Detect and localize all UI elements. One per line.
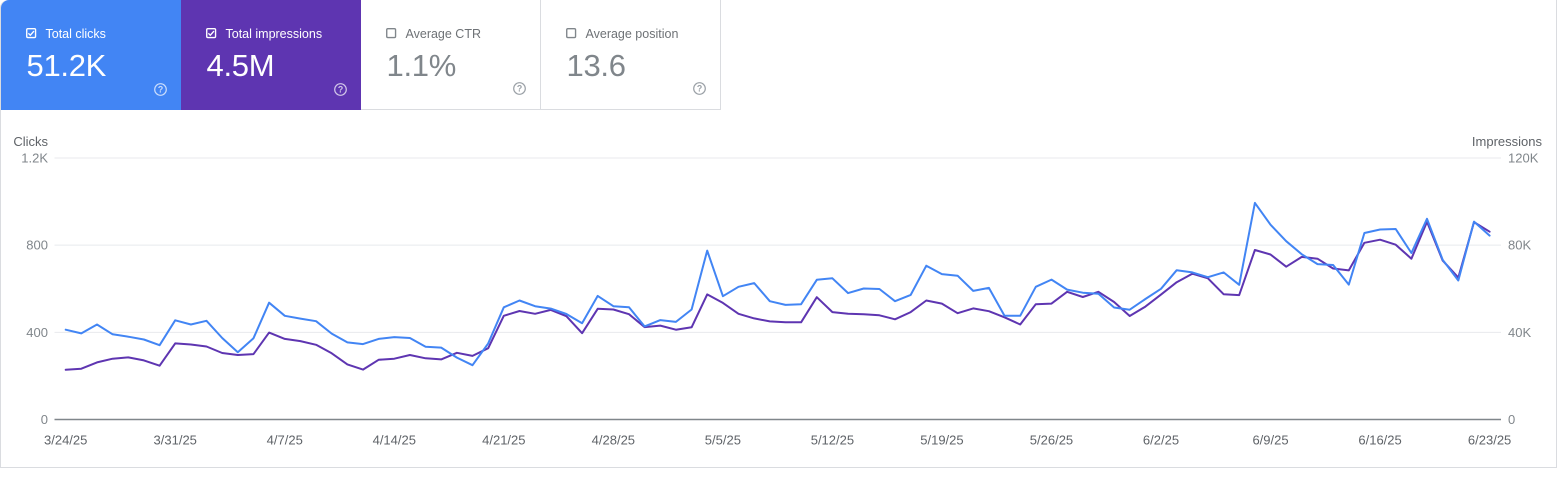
svg-text:4/14/25: 4/14/25 bbox=[373, 433, 416, 448]
average-position-help-icon[interactable]: ? bbox=[693, 82, 706, 95]
total-clicks-help-icon[interactable]: ? bbox=[154, 83, 167, 96]
svg-text:4/7/25: 4/7/25 bbox=[267, 433, 303, 448]
average-position-value: 13.6 bbox=[566, 48, 626, 83]
average-position-card[interactable]: Average position 13.6 ? bbox=[541, 0, 721, 110]
svg-text:120K: 120K bbox=[1508, 151, 1539, 166]
svg-text:?: ? bbox=[697, 84, 702, 94]
svg-text:80K: 80K bbox=[1508, 238, 1531, 253]
svg-text:1.2K: 1.2K bbox=[21, 151, 48, 166]
svg-text:800: 800 bbox=[26, 238, 48, 253]
average-position-checkbox[interactable] bbox=[566, 27, 578, 40]
average-ctr-card[interactable]: Average CTR 1.1% ? bbox=[361, 0, 541, 110]
time-series-chart[interactable]: Clicks 1.2K 800 400 0 Impressions 120K 80K 40K 0 3… bbox=[1, 110, 1557, 474]
metric-cards-row: Total clicks 51.2K ? Total impressions 4… bbox=[1, 0, 721, 110]
svg-text:6/9/25: 6/9/25 bbox=[1252, 433, 1288, 448]
svg-text:?: ? bbox=[158, 85, 163, 95]
svg-text:Clicks: Clicks bbox=[13, 134, 48, 149]
svg-text:6/23/25: 6/23/25 bbox=[1468, 433, 1511, 448]
total-clicks-card-header: Total clicks bbox=[26, 26, 106, 41]
svg-text:3/31/25: 3/31/25 bbox=[154, 433, 197, 448]
svg-text:0: 0 bbox=[1508, 412, 1515, 427]
svg-text:5/19/25: 5/19/25 bbox=[920, 433, 963, 448]
svg-text:5/5/25: 5/5/25 bbox=[705, 433, 741, 448]
svg-text:6/16/25: 6/16/25 bbox=[1358, 433, 1401, 448]
svg-text:?: ? bbox=[338, 85, 343, 95]
average-position-card-header: Average position bbox=[566, 26, 679, 41]
svg-text:400: 400 bbox=[26, 325, 48, 340]
average-ctr-card-header: Average CTR bbox=[386, 26, 482, 41]
svg-text:3/24/25: 3/24/25 bbox=[44, 433, 87, 448]
total-impressions-card[interactable]: Total impressions 4.5M ? bbox=[181, 0, 361, 110]
average-ctr-checkbox[interactable] bbox=[386, 27, 398, 40]
svg-text:40K: 40K bbox=[1508, 325, 1531, 340]
average-position-label: Average position bbox=[585, 26, 679, 41]
total-clicks-card[interactable]: Total clicks 51.2K ? bbox=[1, 0, 181, 110]
total-impressions-checkbox[interactable] bbox=[206, 27, 218, 40]
total-clicks-checkbox[interactable] bbox=[26, 27, 38, 40]
performance-chart[interactable]: Clicks 1.2K 800 400 0 Impressions 120K 80K 40K 0 3… bbox=[1, 110, 1557, 474]
average-ctr-help-icon[interactable]: ? bbox=[513, 82, 526, 95]
svg-text:0: 0 bbox=[41, 412, 48, 427]
svg-text:?: ? bbox=[517, 84, 522, 94]
total-impressions-card-header: Total impressions bbox=[206, 26, 323, 41]
total-impressions-value: 4.5M bbox=[206, 48, 275, 83]
average-ctr-label: Average CTR bbox=[405, 26, 482, 41]
average-ctr-value: 1.1% bbox=[386, 48, 457, 83]
svg-text:5/12/25: 5/12/25 bbox=[811, 433, 854, 448]
total-impressions-help-icon[interactable]: ? bbox=[334, 83, 347, 96]
svg-text:5/26/25: 5/26/25 bbox=[1030, 433, 1073, 448]
svg-text:Impressions: Impressions bbox=[1472, 134, 1543, 149]
total-impressions-label: Total impressions bbox=[225, 26, 323, 41]
performance-panel: Total clicks 51.2K ? Total impressions 4… bbox=[0, 0, 1557, 468]
total-clicks-value: 51.2K bbox=[26, 48, 107, 83]
total-clicks-label: Total clicks bbox=[45, 26, 106, 41]
svg-text:4/28/25: 4/28/25 bbox=[592, 433, 635, 448]
svg-text:4/21/25: 4/21/25 bbox=[482, 433, 525, 448]
svg-text:6/2/25: 6/2/25 bbox=[1143, 433, 1179, 448]
